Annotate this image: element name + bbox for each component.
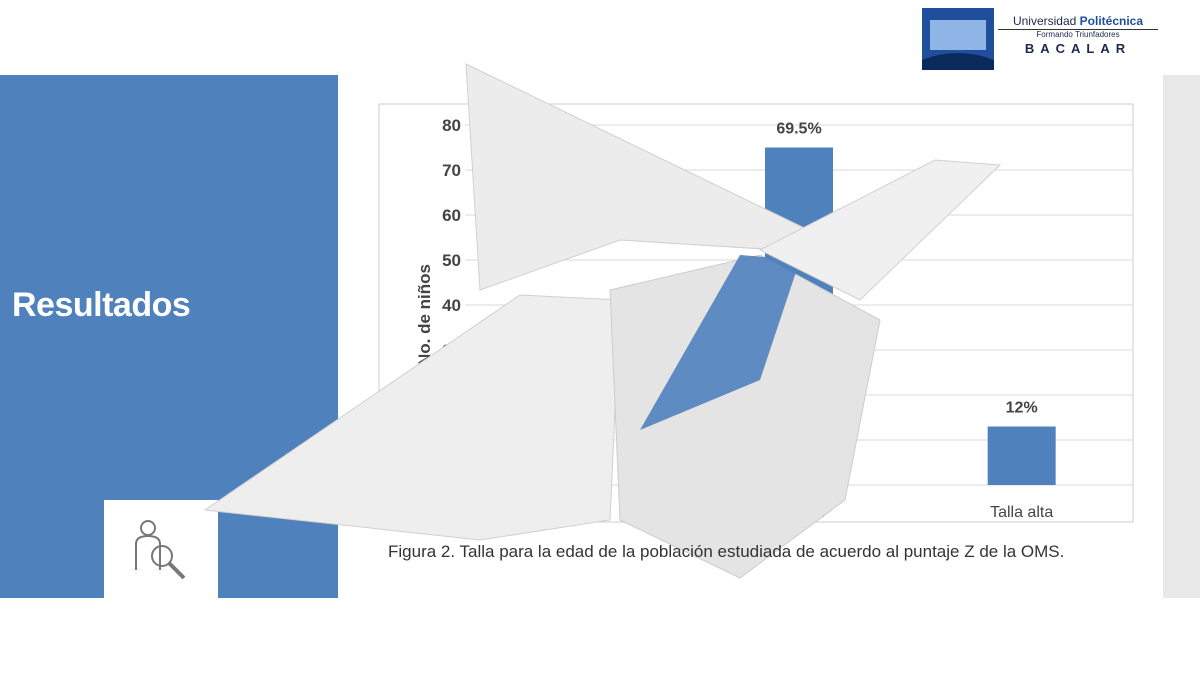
logo-university-bold: Politécnica: [1079, 14, 1144, 28]
icon-box: [104, 500, 218, 598]
figure-caption: Figura 2. Talla para la edad de la pobla…: [388, 542, 1065, 561]
side-stripe: [1163, 75, 1200, 598]
logo-university: Universidad Politécnica: [998, 14, 1158, 30]
y-tick-label: 20: [442, 386, 461, 405]
y-tick-label: 0: [452, 476, 461, 495]
y-axis-label: No. de niños: [415, 264, 434, 366]
logo-text: Universidad Politécnica Formando Triunfa…: [998, 14, 1158, 56]
x-tick-label: Talla alta: [990, 504, 1053, 521]
slide-title: Resultados: [12, 286, 191, 324]
y-tick-label: 30: [442, 341, 461, 360]
y-tick-label: 70: [442, 161, 461, 180]
bar: [765, 147, 833, 485]
y-tick-label: 80: [442, 116, 461, 135]
x-tick-label: Normal: [773, 504, 825, 521]
y-tick-label: 10: [442, 431, 461, 450]
search-person-icon: [135, 520, 186, 580]
logo-university-name: Universidad: [1012, 14, 1077, 28]
logo-motto: Formando Triunfadores: [1036, 30, 1120, 39]
logo-image: [922, 8, 994, 70]
y-tick-label: 50: [442, 251, 461, 270]
logo-campus: BACALAR: [1024, 41, 1132, 56]
value-label: 69.5%: [776, 121, 821, 138]
value-label: 12%: [1006, 400, 1038, 417]
y-tick-label: 60: [442, 206, 461, 225]
bar: [987, 426, 1056, 485]
y-tick-label: 40: [442, 296, 461, 315]
